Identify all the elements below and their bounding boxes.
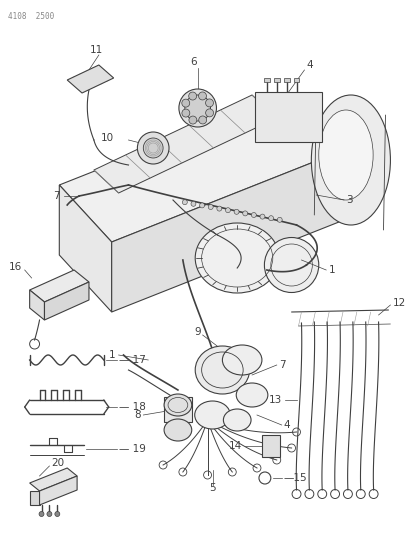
Circle shape	[47, 512, 52, 516]
Circle shape	[206, 99, 213, 107]
Circle shape	[268, 216, 274, 221]
Text: — 17: — 17	[119, 355, 146, 365]
Ellipse shape	[264, 238, 319, 293]
Circle shape	[251, 213, 256, 217]
Ellipse shape	[164, 394, 192, 416]
Circle shape	[199, 92, 206, 100]
Circle shape	[243, 211, 248, 216]
Text: 4: 4	[306, 60, 313, 70]
Circle shape	[39, 512, 44, 516]
Bar	[264, 78, 270, 82]
Ellipse shape	[195, 401, 230, 429]
Bar	[274, 78, 280, 82]
Circle shape	[199, 116, 207, 124]
Circle shape	[206, 109, 213, 117]
Text: 14: 14	[229, 441, 242, 451]
Ellipse shape	[143, 138, 163, 158]
Circle shape	[191, 201, 196, 206]
Text: 4: 4	[284, 420, 290, 430]
Circle shape	[260, 214, 265, 219]
Bar	[262, 435, 280, 457]
Text: 3: 3	[346, 195, 353, 205]
Text: 9: 9	[194, 327, 201, 337]
Circle shape	[189, 92, 197, 100]
Polygon shape	[30, 290, 44, 320]
Polygon shape	[44, 282, 89, 320]
Circle shape	[182, 99, 190, 107]
Polygon shape	[112, 150, 344, 312]
Text: 6: 6	[191, 57, 197, 67]
Polygon shape	[59, 185, 112, 312]
Text: 7: 7	[53, 191, 59, 201]
Circle shape	[200, 203, 204, 208]
Bar	[255, 92, 322, 142]
Ellipse shape	[137, 132, 169, 164]
Text: 5: 5	[209, 483, 216, 493]
Circle shape	[226, 208, 231, 213]
Polygon shape	[59, 93, 344, 242]
Ellipse shape	[224, 409, 251, 431]
Text: 7: 7	[279, 360, 285, 370]
Polygon shape	[30, 468, 77, 491]
Polygon shape	[94, 95, 277, 193]
Circle shape	[189, 116, 197, 124]
Circle shape	[277, 217, 282, 222]
Text: 10: 10	[100, 133, 114, 143]
Text: 1: 1	[329, 265, 336, 275]
Ellipse shape	[311, 95, 390, 225]
Circle shape	[182, 200, 187, 205]
Text: 13: 13	[268, 395, 282, 405]
Ellipse shape	[319, 110, 373, 200]
Ellipse shape	[164, 419, 192, 441]
Text: — 19: — 19	[119, 444, 146, 454]
Text: 1: 1	[109, 350, 115, 360]
Ellipse shape	[179, 89, 217, 127]
Ellipse shape	[195, 223, 279, 293]
Ellipse shape	[236, 383, 268, 407]
Ellipse shape	[222, 345, 262, 375]
Polygon shape	[30, 270, 89, 302]
Polygon shape	[30, 491, 40, 505]
Text: — 18: — 18	[119, 402, 146, 412]
Text: 8: 8	[135, 410, 141, 420]
Text: 4108  2500: 4108 2500	[8, 12, 54, 21]
Text: 20: 20	[51, 458, 64, 468]
Bar	[164, 397, 192, 422]
Circle shape	[182, 109, 190, 117]
Text: 11: 11	[90, 45, 104, 55]
Polygon shape	[67, 65, 114, 93]
Circle shape	[208, 205, 213, 209]
Text: —15: —15	[284, 473, 307, 483]
Circle shape	[217, 206, 222, 211]
Bar	[284, 78, 290, 82]
Ellipse shape	[195, 346, 250, 394]
Ellipse shape	[185, 95, 211, 121]
Circle shape	[55, 512, 60, 516]
Polygon shape	[40, 476, 77, 505]
Text: 12: 12	[392, 298, 406, 308]
Text: 16: 16	[9, 262, 22, 272]
Bar	[294, 78, 299, 82]
Circle shape	[234, 209, 239, 214]
